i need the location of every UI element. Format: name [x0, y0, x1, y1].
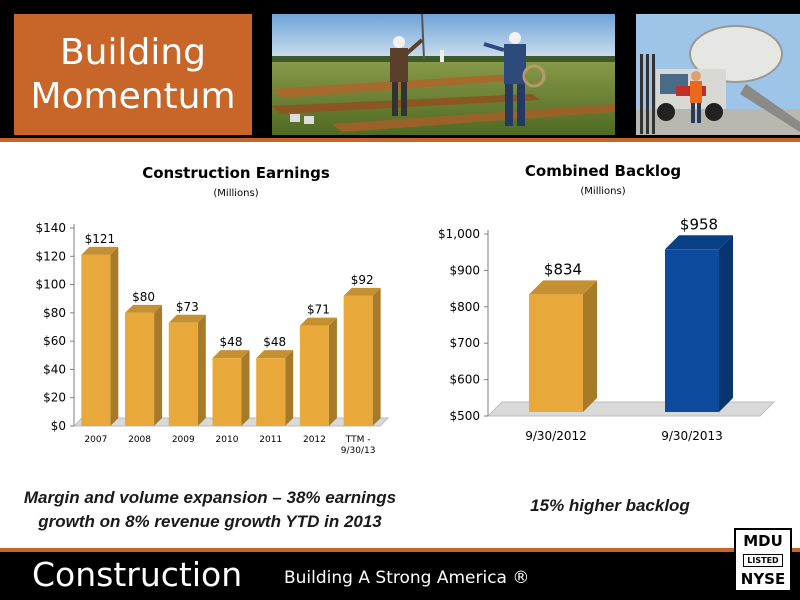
x-axis-ticks: 2007 2008 2009 2010 2011 2012 TTM -9/30/13 — [84, 435, 375, 456]
y-tick-label: $500 — [449, 409, 480, 423]
chart-title: Combined Backlog — [525, 162, 681, 180]
data-label: $92 — [351, 273, 374, 287]
y-tick-label: $60 — [43, 334, 66, 348]
bar-1 — [81, 246, 119, 426]
data-label: $121 — [85, 232, 116, 246]
x-tick-label: 2009 — [172, 435, 195, 445]
bar-series — [81, 246, 381, 426]
bar-7 — [343, 287, 381, 426]
data-label: $73 — [176, 300, 199, 314]
bar-front — [168, 322, 198, 426]
photo-concrete-truck-illustration — [636, 14, 800, 135]
chart-subtitle: (Millions) — [580, 186, 625, 197]
bar-side — [110, 246, 119, 426]
bar-front — [665, 249, 719, 412]
y-tick-label: $140 — [35, 221, 66, 235]
bar-top — [168, 314, 206, 323]
bar-side — [197, 314, 206, 426]
data-labels: $834 $958 — [544, 215, 718, 278]
y-axis: $500 $600 $700 $800 $900 $1,000 — [438, 227, 489, 423]
data-label: $834 — [544, 260, 582, 278]
data-label: $71 — [307, 303, 330, 317]
bar-top — [343, 287, 381, 296]
chart-subtitle: (Millions) — [213, 188, 258, 199]
y-tick-label: $100 — [35, 278, 66, 292]
data-label: $48 — [263, 335, 286, 349]
bar-front — [125, 312, 155, 426]
y-tick-label: $900 — [449, 263, 480, 277]
y-tick-label: $700 — [449, 336, 480, 350]
bar-top — [529, 280, 597, 295]
bar-top — [665, 235, 733, 250]
badge-listed: LISTED — [743, 553, 783, 567]
data-labels: $121 $80 $73 $48 $48 $71 $92 — [85, 232, 374, 349]
data-label: $958 — [680, 215, 718, 233]
x-tick-label: 2012 — [303, 435, 326, 445]
title-box: Building Momentum — [14, 14, 252, 135]
bar-front — [256, 358, 286, 426]
y-tick-label: $40 — [43, 362, 66, 376]
bar-front — [343, 295, 373, 426]
bar-5 — [256, 350, 294, 426]
y-tick-label: $800 — [449, 300, 480, 314]
x-tick-label: 2007 — [84, 435, 107, 445]
bar-series — [529, 235, 733, 412]
bar-top — [212, 350, 250, 359]
header-divider — [0, 138, 800, 142]
data-label: $48 — [220, 335, 243, 349]
slide-title: Building Momentum — [30, 31, 236, 117]
y-tick-label: $80 — [43, 306, 66, 320]
x-tick-label: 9/30/2013 — [661, 429, 723, 443]
y-tick-label: $20 — [43, 391, 66, 405]
footer-tagline: Building A Strong America ® — [284, 568, 530, 588]
bar-top — [125, 304, 163, 313]
bar-top — [299, 317, 337, 326]
backlog-caption: 15% higher backlog — [530, 496, 690, 515]
y-tick-label: $120 — [35, 249, 66, 263]
bar-2 — [665, 235, 733, 412]
x-tick-label: 2011 — [259, 435, 282, 445]
bar-front — [212, 358, 242, 426]
x-tick-label: TTM -9/30/13 — [341, 435, 376, 456]
construction-earnings-chart: Construction Earnings (Millions) $0 $20 $4… — [35, 164, 390, 456]
bar-3 — [168, 314, 206, 426]
bar-side — [719, 235, 733, 412]
footer-segment-title: Construction — [32, 555, 243, 594]
photo-linemen-illustration — [272, 14, 615, 135]
nyse-listing-badge: MDU LISTED NYSE — [734, 528, 792, 592]
bar-2 — [125, 304, 163, 426]
chart-title: Construction Earnings — [142, 164, 330, 182]
footer-divider — [0, 548, 800, 552]
badge-ticker: MDU — [743, 532, 783, 550]
earnings-caption: Margin and volume expansion – 38% earnin… — [23, 488, 397, 531]
bar-top — [256, 350, 294, 359]
photo-linemen — [272, 14, 615, 135]
bar-6 — [299, 317, 337, 426]
x-axis-ticks: 9/30/2012 9/30/2013 — [525, 429, 723, 443]
bar-side — [154, 304, 163, 426]
y-axis: $0 $20 $40 $60 $80 $100 $120 $140 — [35, 221, 75, 433]
bar-side — [285, 350, 294, 426]
bar-front — [529, 294, 583, 412]
bar-side — [241, 350, 250, 426]
footer-band — [0, 548, 800, 600]
bar-1 — [529, 280, 597, 412]
data-label: $80 — [132, 290, 155, 304]
x-tick-label: 2008 — [128, 435, 151, 445]
y-tick-label: $600 — [449, 373, 480, 387]
combined-backlog-chart: Combined Backlog (Millions) $500 $600 $700… — [438, 162, 776, 443]
bar-front — [81, 254, 111, 426]
x-tick-label: 2010 — [216, 435, 239, 445]
y-tick-label: $1,000 — [438, 227, 480, 241]
x-tick-label: 9/30/2012 — [525, 429, 587, 443]
bar-4 — [212, 350, 250, 426]
badge-exchange: NYSE — [740, 570, 786, 588]
bar-side — [328, 317, 337, 426]
bar-side — [583, 280, 597, 412]
bar-side — [372, 287, 381, 426]
bar-top — [81, 246, 119, 255]
y-tick-label: $0 — [51, 419, 66, 433]
bar-front — [299, 325, 329, 426]
photo-concrete-truck — [636, 14, 800, 135]
